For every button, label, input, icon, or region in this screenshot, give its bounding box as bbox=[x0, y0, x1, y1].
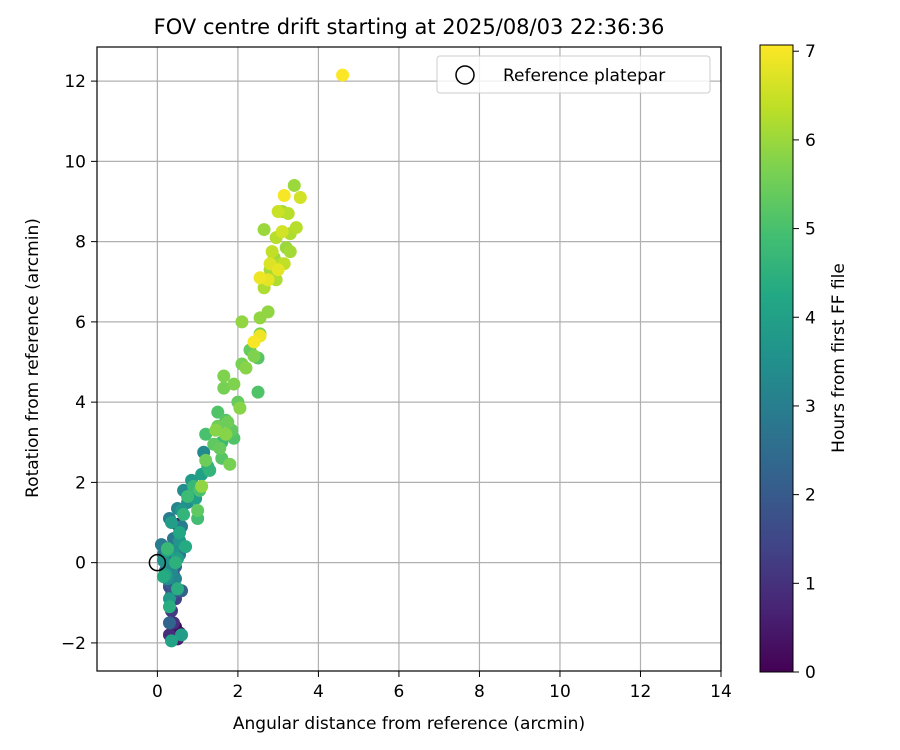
reference-platepar-marker bbox=[148, 553, 167, 572]
data-point bbox=[173, 526, 187, 540]
data-point bbox=[191, 503, 205, 517]
data-point bbox=[217, 369, 231, 383]
data-point bbox=[181, 489, 195, 503]
data-point bbox=[171, 582, 185, 596]
y-axis-ticks: −2 0 2 4 6 8 10 12 bbox=[61, 72, 97, 654]
colorbar-tick-label: 4 bbox=[805, 308, 816, 328]
y-tick-label: 0 bbox=[75, 554, 86, 574]
y-tick-label: 10 bbox=[64, 152, 86, 172]
colorbar-tick-label: 6 bbox=[805, 131, 816, 151]
plot-frame bbox=[96, 46, 722, 672]
data-point bbox=[253, 311, 267, 325]
data-point bbox=[164, 516, 178, 530]
y-tick-label: −2 bbox=[61, 634, 86, 654]
x-axis-ticks: 0 2 4 6 8 10 12 14 bbox=[152, 671, 732, 702]
data-point bbox=[203, 463, 217, 477]
data-point bbox=[164, 634, 178, 648]
data-point bbox=[271, 263, 285, 277]
data-point bbox=[209, 423, 223, 437]
data-point bbox=[213, 441, 227, 455]
data-point bbox=[160, 542, 174, 556]
colorbar-tick-label: 3 bbox=[805, 397, 816, 417]
data-point bbox=[177, 507, 191, 521]
data-point bbox=[235, 315, 249, 329]
data-point bbox=[195, 479, 209, 493]
x-axis-label: Angular distance from reference (arcmin) bbox=[233, 714, 585, 734]
data-point bbox=[251, 385, 265, 399]
colorbar-tick-label: 1 bbox=[805, 574, 816, 594]
data-point bbox=[211, 405, 225, 419]
data-point bbox=[271, 205, 285, 219]
data-point bbox=[289, 221, 303, 235]
x-tick-label: 10 bbox=[549, 682, 571, 702]
data-point bbox=[247, 335, 261, 349]
legend-reference-marker bbox=[455, 65, 475, 85]
data-point bbox=[287, 178, 301, 192]
x-tick-label: 0 bbox=[152, 682, 163, 702]
data-point bbox=[336, 68, 350, 82]
y-tick-label: 6 bbox=[75, 313, 86, 333]
data-point bbox=[239, 361, 253, 375]
colorbar-tick-label: 5 bbox=[805, 220, 816, 240]
colorbar-ticks: 0 1 2 3 4 5 6 7 bbox=[793, 42, 816, 683]
data-point bbox=[156, 554, 170, 568]
data-point bbox=[179, 540, 193, 554]
colorbar-tick-label: 0 bbox=[805, 663, 816, 683]
colorbar-tick-label: 7 bbox=[805, 42, 816, 62]
legend: Reference platepar bbox=[436, 55, 711, 94]
data-point bbox=[265, 245, 279, 259]
y-axis-label: Rotation from reference (arcmin) bbox=[23, 218, 43, 498]
colorbar bbox=[759, 44, 794, 673]
y-tick-label: 4 bbox=[75, 393, 86, 413]
data-point bbox=[217, 381, 231, 395]
data-point bbox=[227, 377, 241, 391]
data-point bbox=[253, 271, 267, 285]
chart-title: FOV centre drift starting at 2025/08/03 … bbox=[154, 15, 665, 39]
legend-box bbox=[436, 55, 711, 94]
data-point bbox=[221, 415, 235, 429]
data-points bbox=[154, 68, 350, 648]
y-tick-label: 12 bbox=[64, 72, 86, 92]
data-point bbox=[293, 190, 307, 204]
data-point bbox=[233, 401, 247, 415]
data-point bbox=[247, 349, 261, 363]
data-point bbox=[257, 223, 271, 237]
data-point bbox=[162, 616, 176, 630]
data-point bbox=[219, 427, 233, 441]
data-point bbox=[223, 457, 237, 471]
data-point bbox=[169, 556, 183, 570]
data-point bbox=[175, 628, 189, 642]
legend-entry-reference-platepar: Reference platepar bbox=[503, 66, 665, 86]
data-point bbox=[162, 600, 176, 614]
colorbar-tick-label: 2 bbox=[805, 486, 816, 506]
x-tick-label: 14 bbox=[710, 682, 732, 702]
x-tick-label: 2 bbox=[232, 682, 243, 702]
x-tick-label: 12 bbox=[630, 682, 652, 702]
y-tick-label: 2 bbox=[75, 473, 86, 493]
data-point bbox=[199, 427, 213, 441]
data-point bbox=[281, 207, 295, 221]
y-tick-label: 8 bbox=[75, 233, 86, 253]
colorbar-label: Hours from first FF file bbox=[829, 263, 849, 453]
data-point bbox=[275, 225, 289, 239]
grid-layer bbox=[97, 47, 722, 671]
data-point bbox=[156, 570, 170, 584]
x-tick-label: 6 bbox=[394, 682, 405, 702]
x-tick-label: 8 bbox=[474, 682, 485, 702]
x-tick-label: 4 bbox=[313, 682, 324, 702]
data-point bbox=[277, 188, 291, 202]
data-point bbox=[283, 245, 297, 259]
data-point bbox=[199, 453, 213, 467]
